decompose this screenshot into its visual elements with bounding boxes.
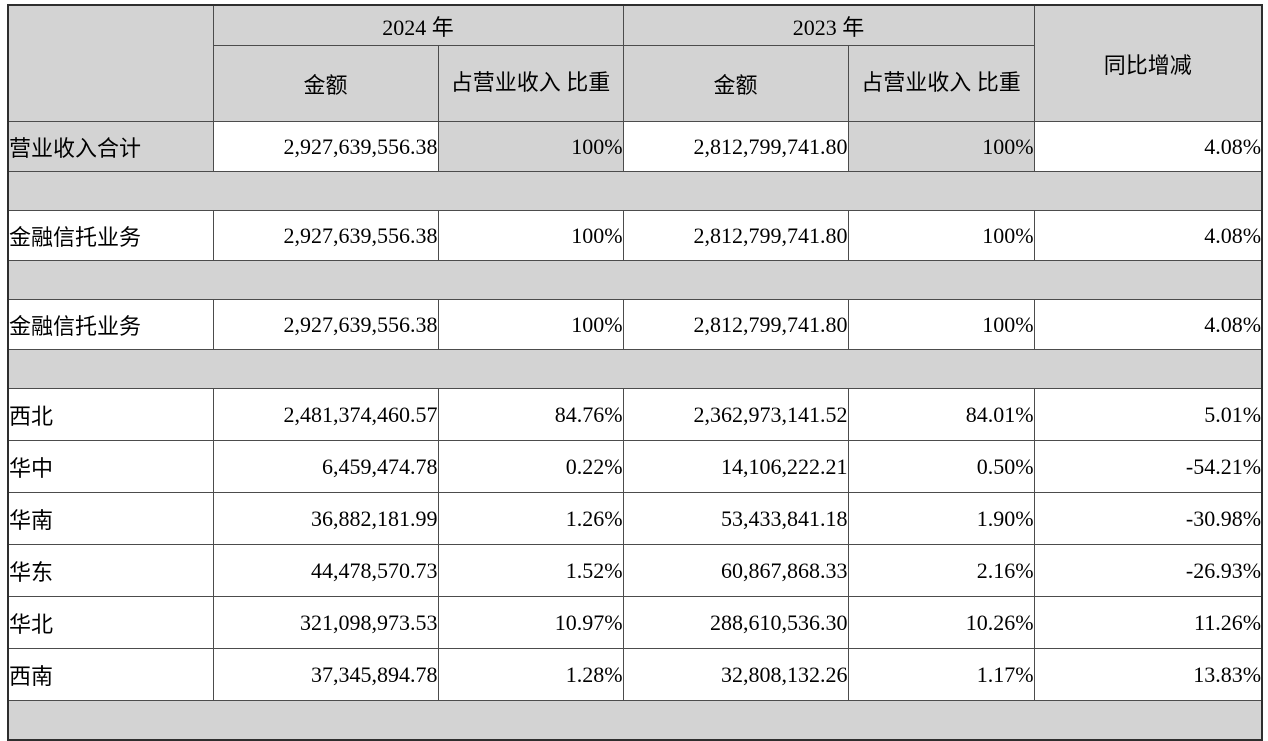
table-body: 营业收入合计 2,927,639,556.38 100% 2,812,799,741.… (7, 121, 1263, 741)
cell-label: 营业收入合计 (7, 121, 214, 172)
header-pct-2023: 占营业收入 比重 (847, 45, 1035, 122)
cell-pct-2024: 100% (437, 121, 624, 172)
cell-amount-2023: 32,808,132.26 (622, 648, 849, 701)
table-row: 金融信托业务 2,927,639,556.38 100% 2,812,799,741.… (7, 299, 1263, 350)
cell-pct-2024: 0.22% (437, 440, 624, 493)
separator-cell (8, 349, 1263, 389)
cell-amount-2024: 321,098,973.53 (212, 596, 439, 649)
cell-label: 西南 (7, 648, 214, 701)
cell-pct-2023: 100% (847, 210, 1035, 261)
cell-pct-2023: 1.90% (847, 492, 1035, 545)
header-row-years: 2024 年 2023 年 同比增减 (7, 4, 1263, 122)
table-row: 西南 37,345,894.78 1.28% 32,808,132.26 1.17% 13… (7, 648, 1263, 701)
header-pct-2024: 占营业收入 比重 (437, 45, 624, 122)
header-amount-2023: 金额 (622, 45, 849, 122)
cell-yoy: -26.93% (1033, 544, 1263, 597)
cell-label: 西北 (7, 388, 214, 441)
cell-yoy: 4.08% (1033, 210, 1263, 261)
cell-label: 金融信托业务 (7, 299, 214, 350)
cell-amount-2024: 2,927,639,556.38 (212, 121, 439, 172)
header-row-sub: 金额 占营业收入 比重 金额 占营业收入 比重 (8, 45, 1262, 122)
separator-row (8, 700, 1263, 741)
cell-amount-2023: 2,812,799,741.80 (622, 121, 849, 172)
separator-cell (8, 700, 1263, 741)
table-header: 2024 年 2023 年 同比增减 金额 占营业收入 比重 金额 占营业收入 … (7, 4, 1263, 122)
cell-pct-2023: 10.26% (847, 596, 1035, 649)
cell-amount-2024: 37,345,894.78 (212, 648, 439, 701)
cell-yoy: -30.98% (1033, 492, 1263, 545)
separator-cell (8, 260, 1263, 300)
cell-amount-2023: 14,106,222.21 (622, 440, 849, 493)
cell-pct-2023: 100% (847, 121, 1035, 172)
cell-pct-2023: 84.01% (847, 388, 1035, 441)
cell-label: 华北 (7, 596, 214, 649)
cell-label: 金融信托业务 (7, 210, 214, 261)
table-row: 华北 321,098,973.53 10.97% 288,610,536.30 10.2… (7, 596, 1263, 649)
cell-yoy: -54.21% (1033, 440, 1263, 493)
cell-label: 华南 (7, 492, 214, 545)
revenue-table: 2024 年 2023 年 同比增减 金额 占营业收入 比重 金额 占营业收入 … (7, 4, 1264, 741)
cell-yoy: 11.26% (1033, 596, 1263, 649)
cell-amount-2023: 2,812,799,741.80 (622, 299, 849, 350)
table-row: 营业收入合计 2,927,639,556.38 100% 2,812,799,741.… (7, 121, 1263, 172)
cell-amount-2023: 2,812,799,741.80 (622, 210, 849, 261)
cell-label: 华中 (7, 440, 214, 493)
cell-pct-2023: 100% (847, 299, 1035, 350)
cell-amount-2023: 53,433,841.18 (622, 492, 849, 545)
table-row: 金融信托业务 2,927,639,556.38 100% 2,812,799,741.… (7, 210, 1263, 261)
cell-amount-2024: 2,481,374,460.57 (212, 388, 439, 441)
cell-amount-2024: 2,927,639,556.38 (212, 299, 439, 350)
revenue-table-container: 2024 年 2023 年 同比增减 金额 占营业收入 比重 金额 占营业收入 … (7, 4, 1264, 741)
cell-label: 华东 (7, 544, 214, 597)
header-year-2024: 2024 年 (212, 4, 624, 46)
cell-yoy: 5.01% (1033, 388, 1263, 441)
cell-pct-2023: 1.17% (847, 648, 1035, 701)
cell-pct-2024: 1.26% (437, 492, 624, 545)
cell-pct-2023: 0.50% (847, 440, 1035, 493)
header-amount-2024: 金额 (212, 45, 439, 122)
table-row: 西北 2,481,374,460.57 84.76% 2,362,973,141.52… (7, 388, 1263, 441)
cell-yoy: 4.08% (1033, 299, 1263, 350)
separator-row (8, 171, 1263, 211)
cell-amount-2023: 2,362,973,141.52 (622, 388, 849, 441)
header-yoy: 同比增减 (1033, 4, 1263, 122)
cell-pct-2024: 84.76% (437, 388, 624, 441)
cell-pct-2024: 10.97% (437, 596, 624, 649)
separator-row (8, 260, 1263, 300)
cell-pct-2023: 2.16% (847, 544, 1035, 597)
cell-pct-2024: 100% (437, 299, 624, 350)
cell-pct-2024: 1.52% (437, 544, 624, 597)
table-row: 华南 36,882,181.99 1.26% 53,433,841.18 1.90% -3… (7, 492, 1263, 545)
separator-row (8, 349, 1263, 389)
header-year-2023: 2023 年 (622, 4, 1035, 46)
cell-amount-2024: 36,882,181.99 (212, 492, 439, 545)
cell-amount-2023: 60,867,868.33 (622, 544, 849, 597)
cell-yoy: 13.83% (1033, 648, 1263, 701)
table-row: 华东 44,478,570.73 1.52% 60,867,868.33 2.16% -2… (7, 544, 1263, 597)
table-row: 华中 6,459,474.78 0.22% 14,106,222.21 0.50% -54… (7, 440, 1263, 493)
cell-amount-2024: 2,927,639,556.38 (212, 210, 439, 261)
cell-pct-2024: 100% (437, 210, 624, 261)
cell-yoy: 4.08% (1033, 121, 1263, 172)
separator-cell (8, 171, 1263, 211)
cell-pct-2024: 1.28% (437, 648, 624, 701)
cell-amount-2024: 44,478,570.73 (212, 544, 439, 597)
cell-amount-2023: 288,610,536.30 (622, 596, 849, 649)
cell-amount-2024: 6,459,474.78 (212, 440, 439, 493)
corner-cell (7, 4, 214, 122)
